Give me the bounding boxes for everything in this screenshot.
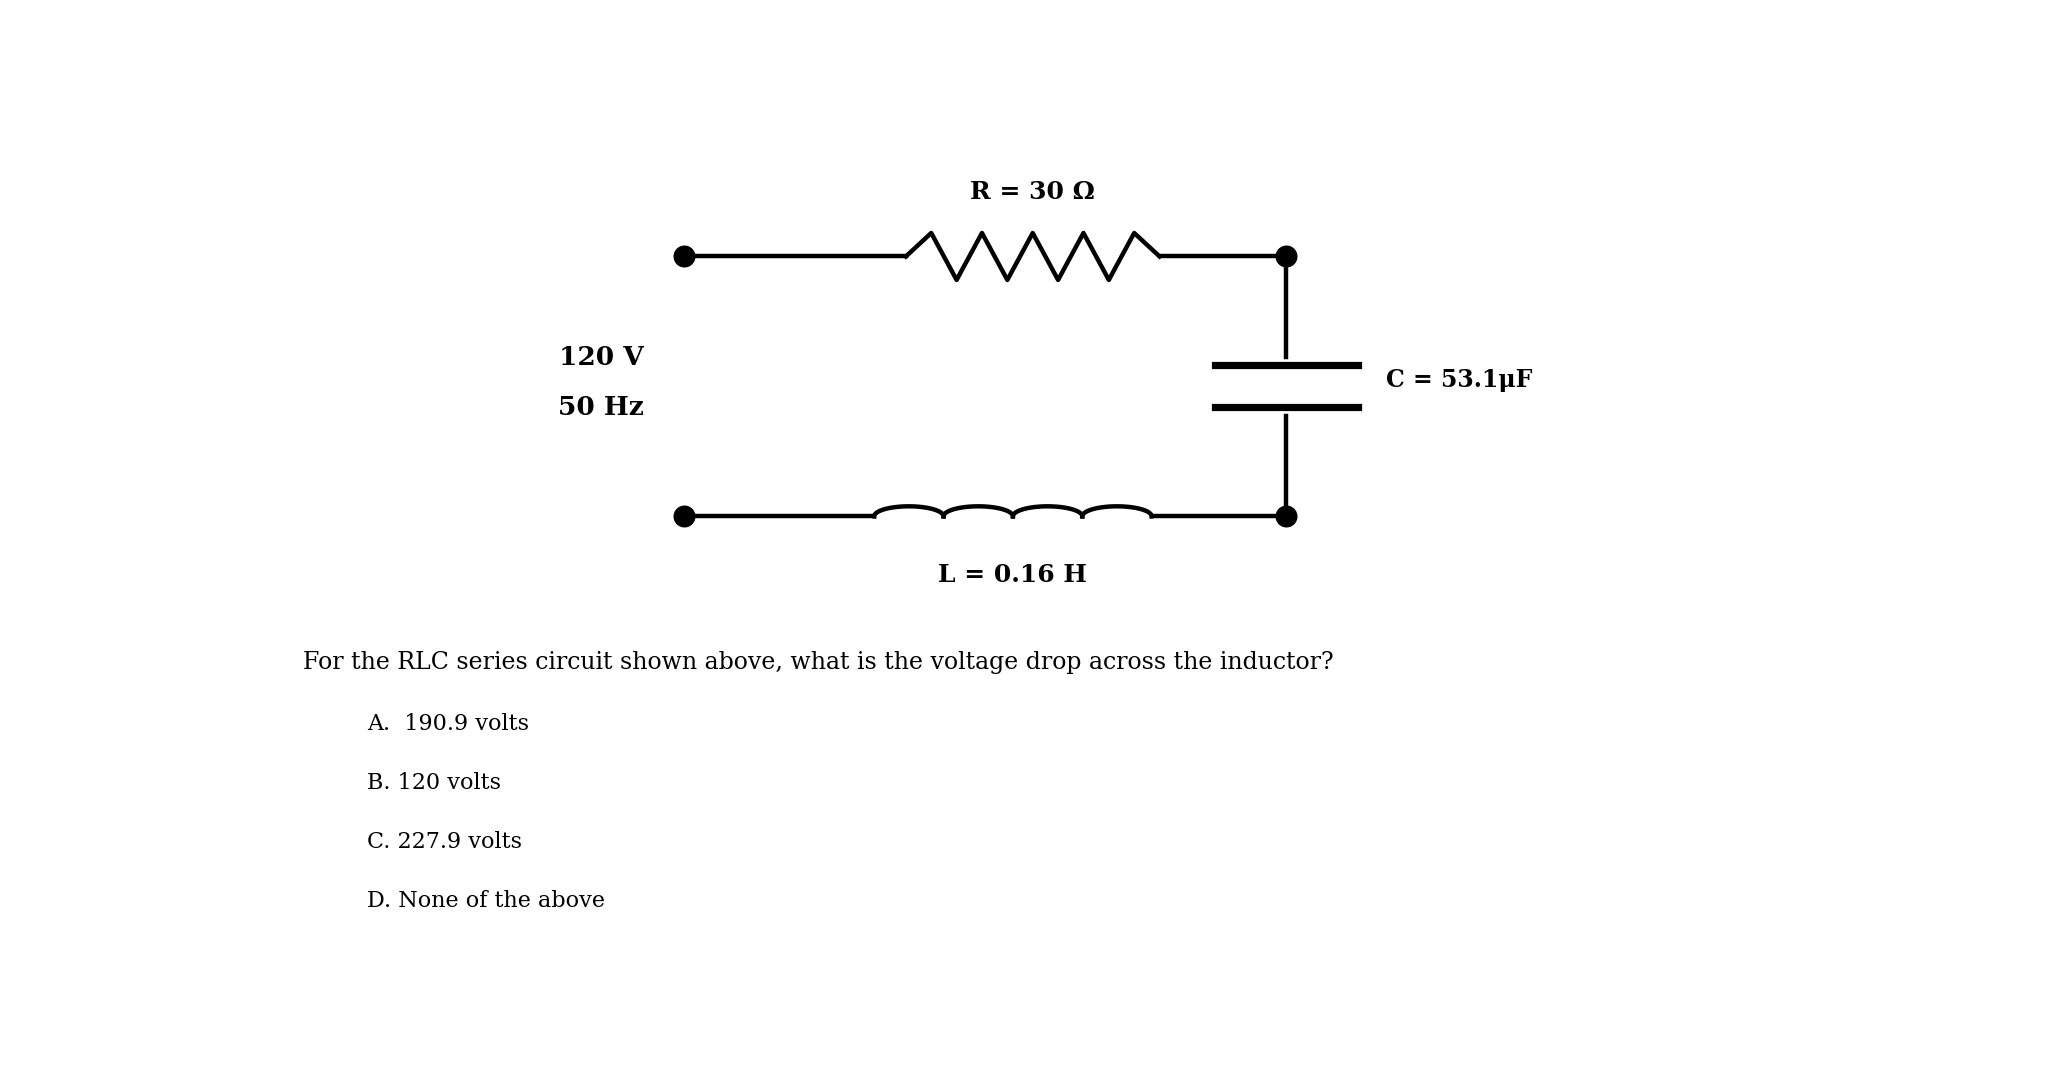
Text: A.  190.9 volts: A. 190.9 volts [366, 713, 528, 735]
Text: For the RLC series circuit shown above, what is the voltage drop across the indu: For the RLC series circuit shown above, … [303, 650, 1334, 674]
Point [1271, 247, 1303, 265]
Point [667, 247, 700, 265]
Text: R = 30 Ω: R = 30 Ω [970, 181, 1095, 205]
Text: 120 V: 120 V [559, 344, 644, 369]
Text: L = 0.16 H: L = 0.16 H [939, 563, 1086, 587]
Text: D. None of the above: D. None of the above [366, 890, 606, 911]
Text: 50 Hz: 50 Hz [559, 395, 644, 420]
Text: C. 227.9 volts: C. 227.9 volts [366, 831, 522, 853]
Text: C = 53.1μF: C = 53.1μF [1387, 368, 1532, 392]
Point [667, 507, 700, 525]
Point [1271, 507, 1303, 525]
Text: B. 120 volts: B. 120 volts [366, 772, 501, 794]
